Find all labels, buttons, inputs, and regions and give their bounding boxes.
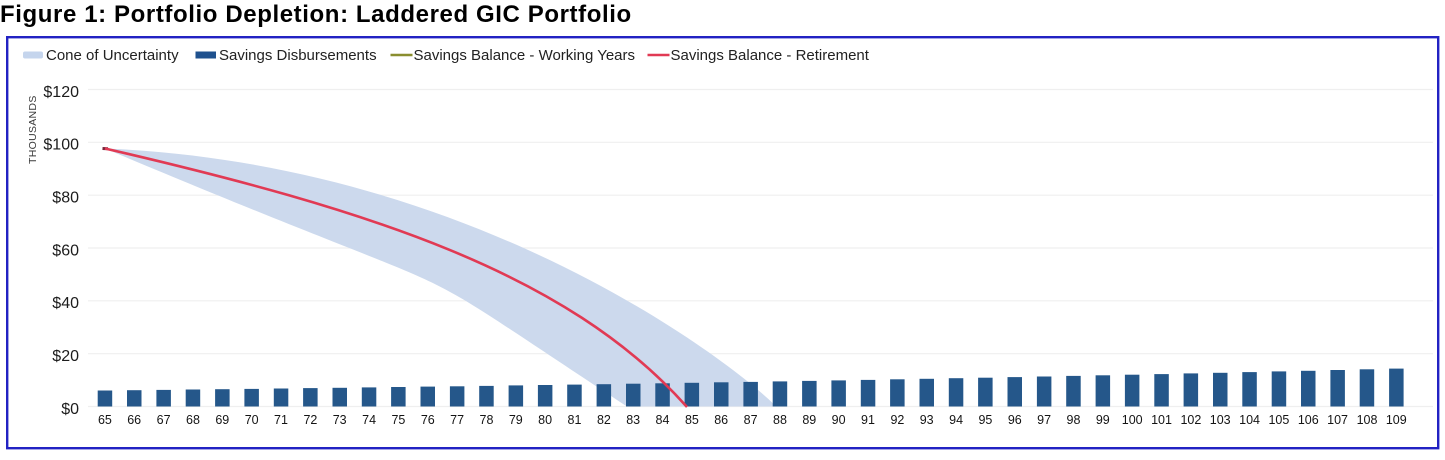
svg-text:$80: $80 <box>52 190 79 207</box>
svg-text:93: 93 <box>920 413 934 427</box>
svg-text:92: 92 <box>890 413 904 427</box>
svg-text:Figure 1: Portfolio Depletion:: Figure 1: Portfolio Depletion: Laddered … <box>0 1 632 28</box>
svg-text:Cone of Uncertainty: Cone of Uncertainty <box>46 47 179 64</box>
svg-text:75: 75 <box>391 413 405 427</box>
svg-text:97: 97 <box>1037 413 1051 427</box>
svg-text:100: 100 <box>1122 413 1143 427</box>
svg-text:94: 94 <box>949 413 963 427</box>
svg-text:69: 69 <box>215 413 229 427</box>
svg-text:101: 101 <box>1151 413 1172 427</box>
svg-text:90: 90 <box>832 413 846 427</box>
svg-text:103: 103 <box>1210 413 1231 427</box>
svg-text:73: 73 <box>333 413 347 427</box>
svg-text:65: 65 <box>98 413 112 427</box>
svg-text:79: 79 <box>509 413 523 427</box>
svg-text:Savings Disbursements: Savings Disbursements <box>219 47 377 64</box>
svg-text:99: 99 <box>1096 413 1110 427</box>
svg-text:95: 95 <box>978 413 992 427</box>
svg-text:$20: $20 <box>52 348 79 365</box>
svg-text:104: 104 <box>1239 413 1260 427</box>
svg-text:107: 107 <box>1327 413 1348 427</box>
svg-text:66: 66 <box>127 413 141 427</box>
svg-text:84: 84 <box>656 413 670 427</box>
svg-text:$60: $60 <box>52 242 79 259</box>
svg-text:105: 105 <box>1268 413 1289 427</box>
svg-text:$100: $100 <box>43 137 79 154</box>
svg-text:91: 91 <box>861 413 875 427</box>
svg-text:THOUSANDS: THOUSANDS <box>27 95 39 164</box>
svg-text:$40: $40 <box>52 295 79 312</box>
svg-text:102: 102 <box>1180 413 1201 427</box>
svg-text:98: 98 <box>1067 413 1081 427</box>
svg-text:78: 78 <box>480 413 494 427</box>
svg-text:88: 88 <box>773 413 787 427</box>
svg-text:77: 77 <box>450 413 464 427</box>
svg-text:82: 82 <box>597 413 611 427</box>
svg-text:83: 83 <box>626 413 640 427</box>
svg-text:106: 106 <box>1298 413 1319 427</box>
svg-text:108: 108 <box>1357 413 1378 427</box>
svg-text:Savings Balance - Retirement: Savings Balance - Retirement <box>671 47 870 64</box>
svg-text:74: 74 <box>362 413 376 427</box>
svg-text:$0: $0 <box>61 401 79 418</box>
svg-text:71: 71 <box>274 413 288 427</box>
svg-text:68: 68 <box>186 413 200 427</box>
svg-text:$120: $120 <box>43 84 79 101</box>
svg-text:Savings Balance - Working Year: Savings Balance - Working Years <box>414 47 636 64</box>
svg-text:86: 86 <box>714 413 728 427</box>
svg-text:85: 85 <box>685 413 699 427</box>
svg-text:81: 81 <box>568 413 582 427</box>
svg-text:80: 80 <box>538 413 552 427</box>
svg-text:96: 96 <box>1008 413 1022 427</box>
svg-text:89: 89 <box>802 413 816 427</box>
svg-text:72: 72 <box>303 413 317 427</box>
svg-text:76: 76 <box>421 413 435 427</box>
svg-text:67: 67 <box>157 413 171 427</box>
svg-text:109: 109 <box>1386 413 1407 427</box>
svg-text:70: 70 <box>245 413 259 427</box>
svg-text:87: 87 <box>744 413 758 427</box>
